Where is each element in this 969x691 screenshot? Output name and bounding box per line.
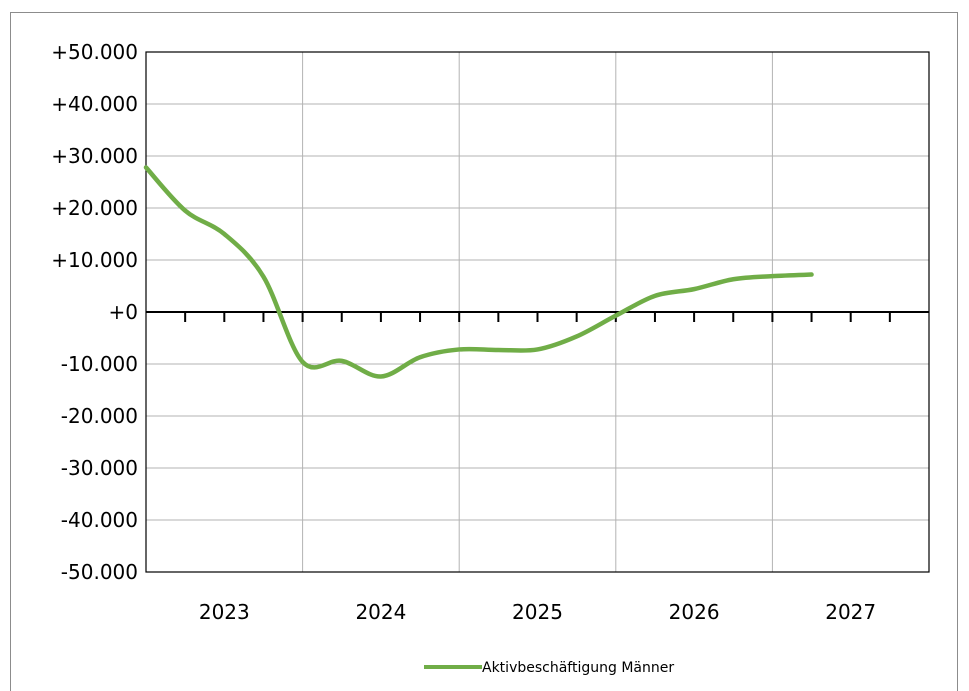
legend-label: Aktivbeschäftigung Männer (482, 660, 674, 676)
y-tick-label: -20.000 (61, 404, 138, 428)
y-tick-label: -40.000 (61, 508, 138, 532)
series-group (143, 165, 814, 379)
y-tick-label: +10.000 (51, 248, 138, 272)
y-tick-label: -50.000 (61, 560, 138, 584)
chart-frame (10, 12, 958, 691)
y-tick-label: -30.000 (61, 456, 138, 480)
y-tick-label: +50.000 (51, 40, 138, 64)
y-tick-label: +0 (109, 300, 138, 324)
y-tick-label: +30.000 (51, 144, 138, 168)
x-tick-label: 2024 (355, 600, 406, 624)
y-tick-label: -10.000 (61, 352, 138, 376)
x-tick-label: 2025 (512, 600, 563, 624)
y-axis: +50.000 +40.000 +30.000 +20.000 +10.000 +0 -10… (51, 40, 138, 584)
x-tick-label: 2027 (825, 600, 876, 624)
x-tick-label: 2026 (669, 600, 720, 624)
x-tick-label: 2023 (199, 600, 250, 624)
y-tick-label: +20.000 (51, 196, 138, 220)
x-axis (146, 311, 929, 322)
series-line (143, 165, 814, 379)
x-tick-labels: 2023 2024 2025 2026 2027 (199, 600, 876, 624)
legend: Aktivbeschäftigung Männer (424, 660, 674, 676)
y-tick-label: +40.000 (51, 92, 138, 116)
